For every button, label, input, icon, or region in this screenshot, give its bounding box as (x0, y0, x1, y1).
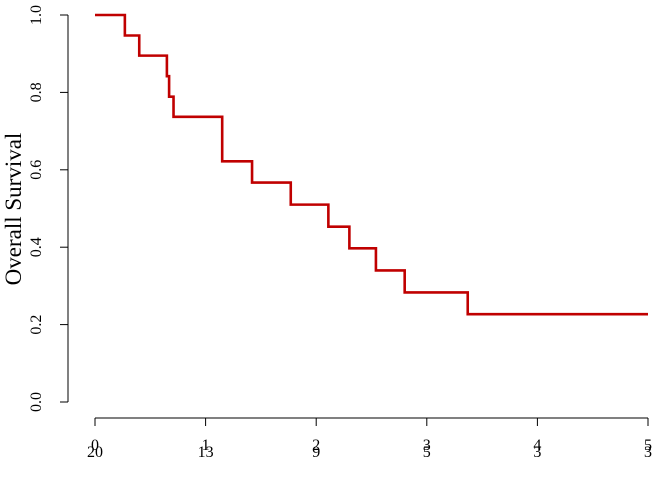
x-tick-label: 0 (91, 437, 99, 454)
risk-count-label: 5 (423, 444, 431, 461)
y-tick-label: 0.4 (28, 237, 45, 257)
risk-count-label: 3 (644, 444, 652, 461)
risk-count-label: 13 (198, 444, 214, 461)
y-axis: 0.0 0.2 0.4 0.6 0.8 1.0 (28, 5, 69, 412)
risk-count-label: 20 (87, 444, 103, 461)
survival-curve (95, 13, 648, 316)
y-tick-label: 0.8 (28, 82, 45, 102)
y-axis-title: Overall Survival (1, 133, 26, 286)
risk-count-label: 9 (312, 444, 320, 461)
y-tick-label: 1.0 (28, 5, 45, 25)
y-tick-label: 0.6 (28, 160, 45, 180)
x-tick-label: 1 (202, 437, 210, 454)
x-axis: 0 1 2 3 4 5 (91, 417, 652, 454)
plot-series (95, 13, 648, 316)
x-tick-label: 2 (312, 437, 320, 454)
y-tick-label: 0.0 (28, 392, 45, 412)
x-tick-label: 5 (644, 437, 652, 454)
x-tick-label: 3 (423, 437, 431, 454)
risk-count-label: 3 (533, 444, 541, 461)
x-tick-label: 4 (533, 437, 541, 454)
number-at-risk-row: 20 13 9 5 3 3 (87, 444, 652, 461)
y-tick-label: 0.2 (28, 315, 45, 335)
